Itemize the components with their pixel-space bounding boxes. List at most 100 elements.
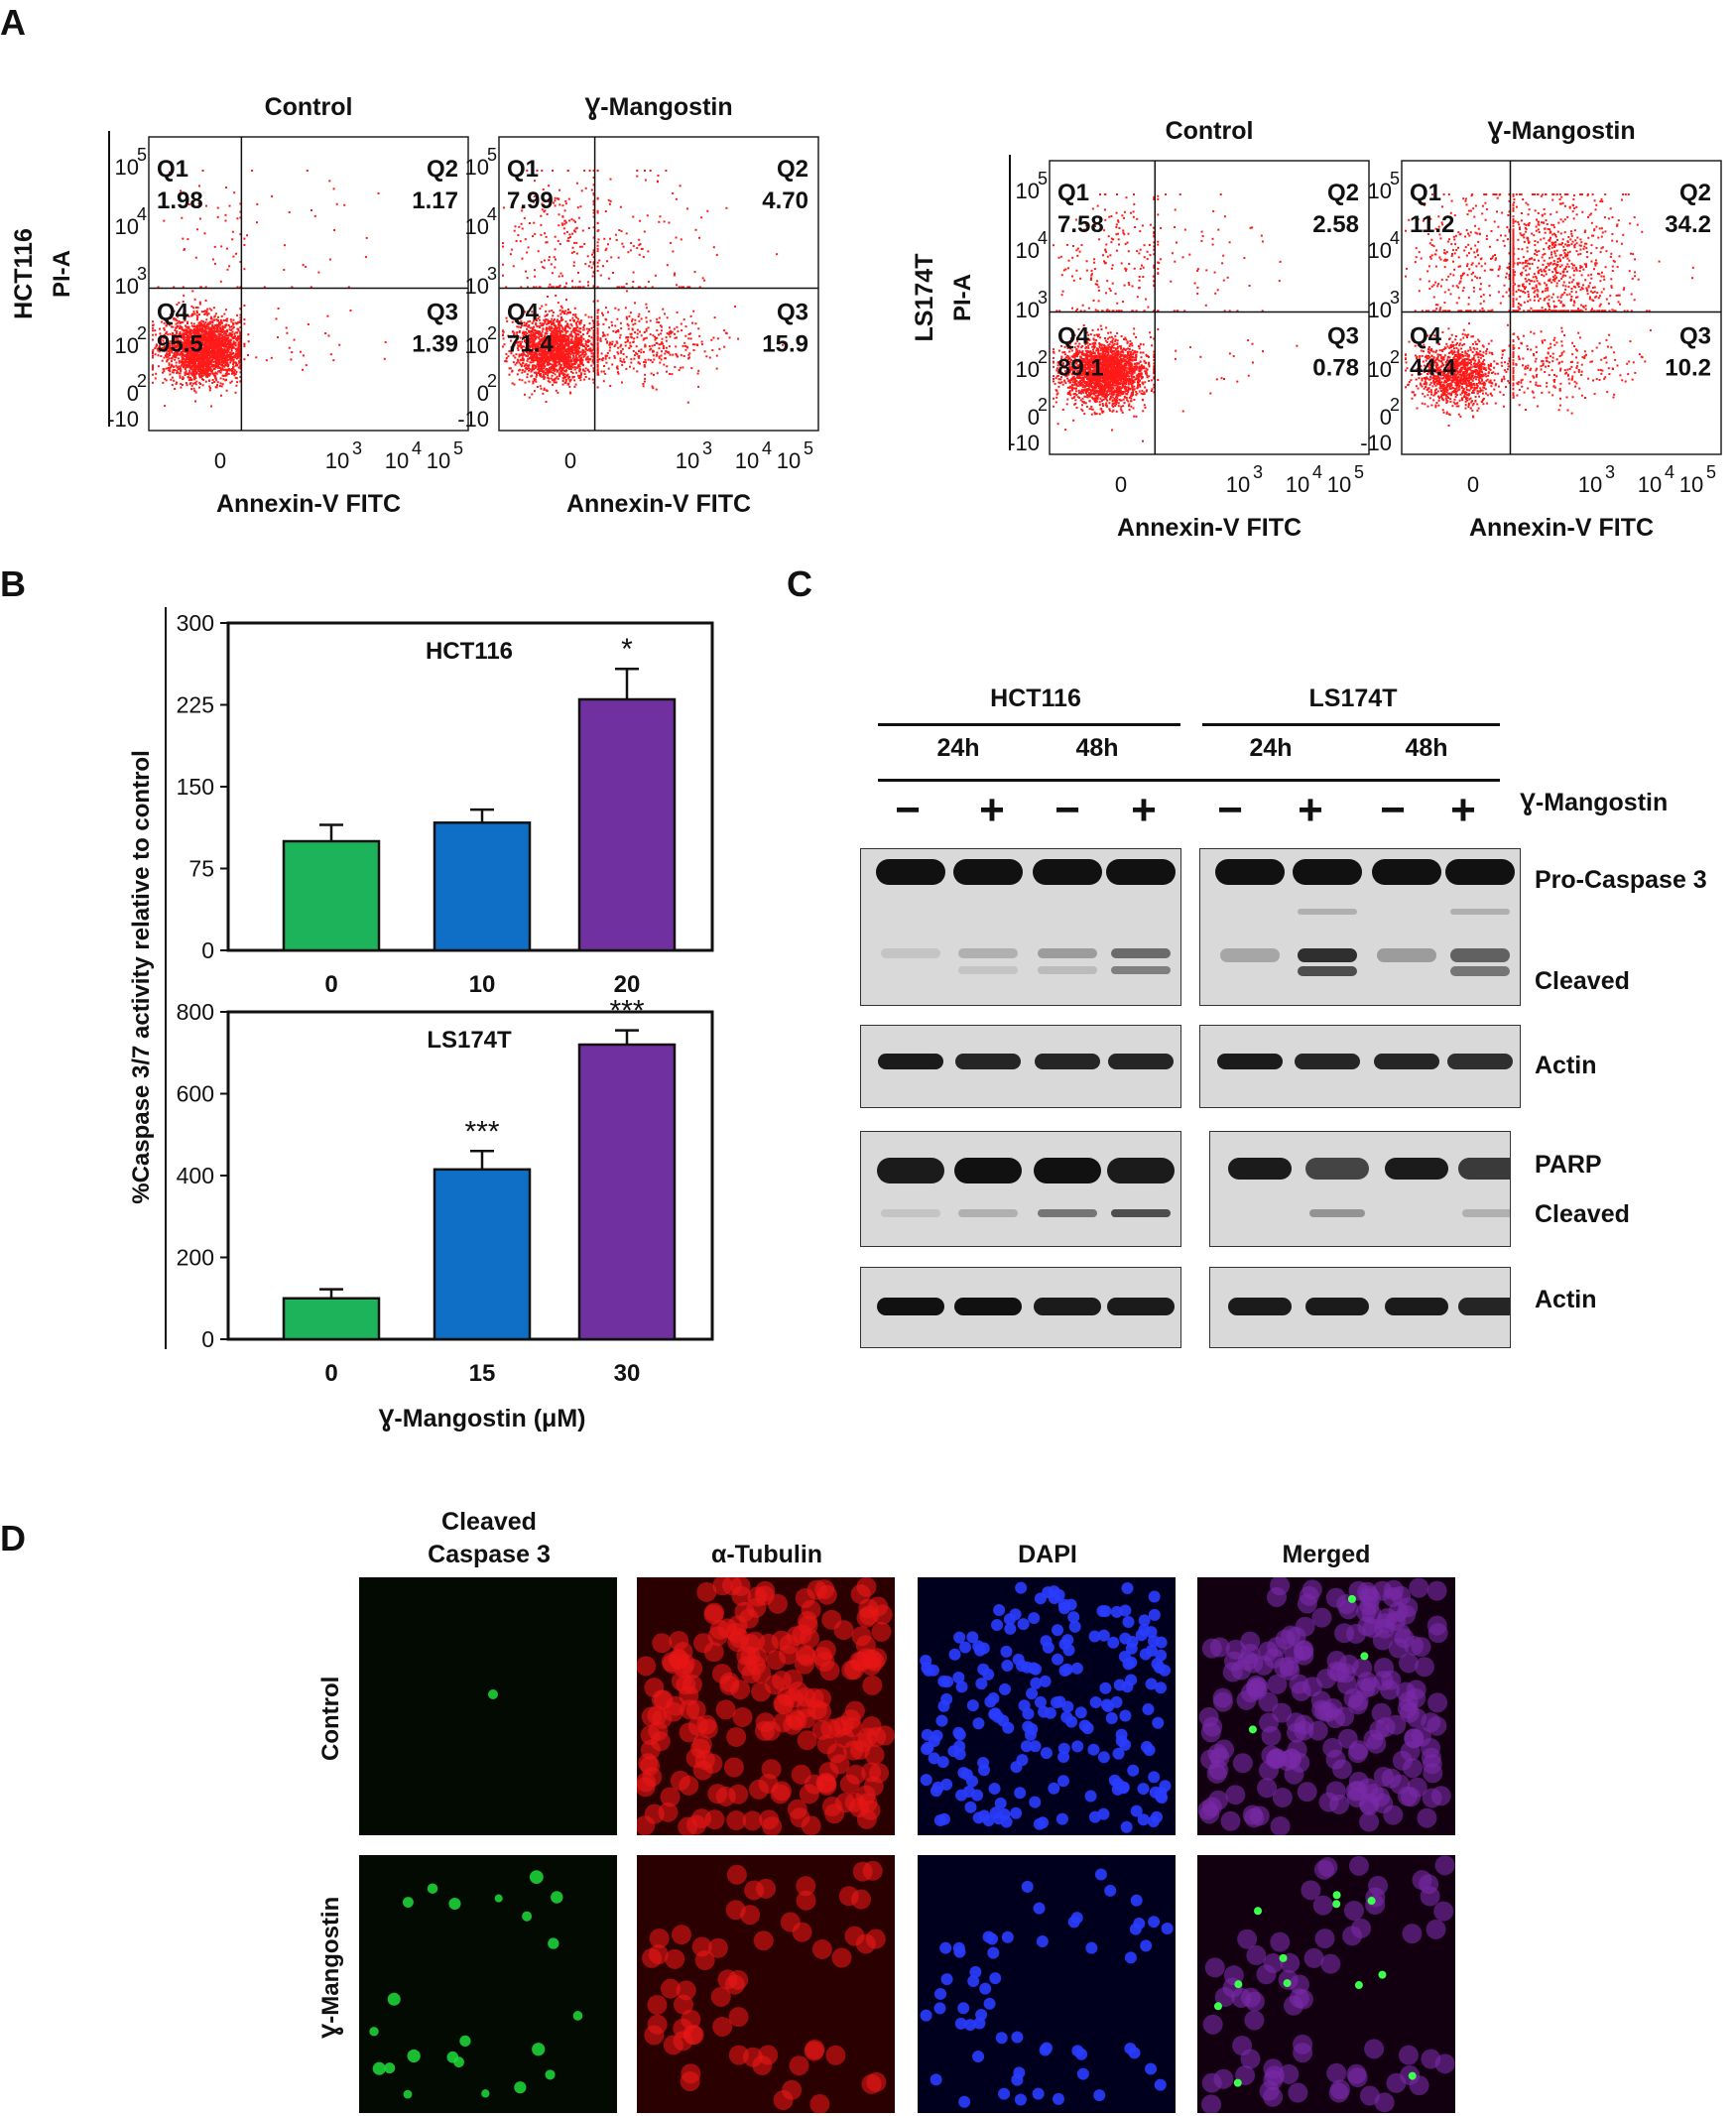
if-cell: [1093, 2089, 1106, 2102]
flow-q3-value: 10.2: [1665, 354, 1711, 381]
flow-plot-3: ControlQ17.58Q22.58Q489.1Q30.78105104103…: [911, 117, 1370, 542]
if-cell: [1284, 1643, 1304, 1664]
blot-band: [1305, 1298, 1369, 1315]
flow-q1-value: 11.2: [1410, 211, 1454, 238]
flow-q4-value: 95.5: [157, 330, 203, 357]
if-cell: [672, 1925, 692, 1945]
wb-label-actin-1: Actin: [1535, 1052, 1597, 1079]
if-cell: [855, 1635, 876, 1656]
if-cell: [739, 1608, 760, 1629]
if-cell: [1201, 2094, 1222, 2113]
if-cell: [1420, 1886, 1440, 1907]
if-cell: [1145, 1678, 1158, 1690]
if-cell: [978, 1764, 991, 1777]
if-cell: [1364, 2039, 1385, 2059]
flow-dots: [502, 170, 784, 404]
if-cell: [958, 1641, 971, 1654]
flow-y-tick: 10: [1368, 179, 1392, 203]
if-cell: [1039, 2044, 1052, 2056]
if-cell: [952, 1672, 965, 1684]
if-cell: [864, 1651, 885, 1672]
if-cell: [1289, 1988, 1309, 2009]
if-col-tubulin: α-Tubulin: [710, 1541, 823, 1568]
wb-treatment-label: Ɣ-Mangostin: [1520, 789, 1669, 816]
blot-band: [1038, 966, 1097, 974]
if-caspase-cell: [1332, 1900, 1341, 1909]
flow-y-tick: 10: [1016, 357, 1040, 382]
bar-x-tick-label: 10: [469, 971, 496, 998]
if-cell: [529, 1870, 544, 1885]
blot-band: [1033, 859, 1102, 885]
if-cell: [744, 1880, 765, 1901]
if-background: [918, 1855, 1176, 2113]
if-caspase-cell: [1378, 1970, 1387, 1979]
if-cell: [1155, 1681, 1168, 1694]
if-cell: [937, 1699, 950, 1712]
if-cell: [811, 1688, 832, 1709]
if-cell: [1320, 1953, 1341, 1974]
if-cell: [663, 1701, 683, 1722]
bar-y-tick-label: 0: [201, 1326, 214, 1352]
if-cell: [1330, 2079, 1351, 2100]
wb-label-cleaved-caspase: Cleaved: [1535, 967, 1630, 995]
if-cell: [1358, 1794, 1379, 1814]
flow-q1-label: Q1: [1057, 180, 1089, 206]
if-cell: [1275, 1629, 1296, 1650]
if-cell: [707, 1937, 728, 1958]
if-cell: [1076, 2067, 1089, 2080]
flow-x-tick-exp: 4: [412, 438, 422, 458]
if-cell: [1246, 1945, 1267, 1966]
if-cell: [787, 1799, 807, 1819]
if-cell: [369, 2027, 379, 2037]
if-cell: [1126, 1636, 1139, 1649]
blot-band: [1385, 1158, 1448, 1180]
if-cell: [1127, 1764, 1140, 1777]
if-cell: [1148, 1608, 1161, 1621]
if-cell: [652, 1633, 673, 1654]
if-cell: [1371, 1702, 1392, 1723]
if-cell: [729, 1628, 750, 1649]
if-cell: [825, 2045, 846, 2065]
if-background: [359, 1577, 617, 1835]
if-cell: [930, 2073, 942, 2086]
if-cell: [953, 1945, 966, 1958]
blot-band: [1295, 1054, 1360, 1069]
bar-y-label: %Caspase 3/7 activity relative to contro…: [128, 750, 155, 1204]
if-cell: [1124, 2042, 1137, 2054]
if-cell: [989, 1707, 1002, 1720]
if-cell: [1347, 1780, 1368, 1801]
if-cell: [988, 1782, 1001, 1795]
flow-q2-label: Q2: [1327, 180, 1359, 206]
if-cell: [1258, 1691, 1279, 1712]
blot-band: [1107, 1298, 1175, 1315]
if-cell: [1061, 1700, 1074, 1713]
significance-mark: ***: [609, 995, 644, 1028]
if-cell: [670, 1770, 690, 1791]
blot-parp-ls174t: [1209, 1131, 1511, 1247]
flow-x-tick-exp: 4: [1665, 462, 1674, 482]
blot-band: [1450, 966, 1510, 976]
blot-band: [1107, 1158, 1175, 1183]
if-cell: [1259, 1712, 1280, 1733]
if-cell: [1152, 1716, 1165, 1729]
if-cell: [1243, 1653, 1264, 1674]
flow-plot-title: Ɣ-Mangostin: [1487, 117, 1635, 145]
if-cell: [815, 1772, 836, 1793]
if-cell: [1001, 1930, 1014, 1943]
wb-line-times: [878, 779, 1500, 782]
flow-y-label: PI-A: [949, 274, 976, 321]
if-cell: [1342, 1926, 1363, 1946]
bar-x-tick-label: 20: [614, 971, 641, 998]
if-cell: [712, 2016, 733, 2037]
if-cell: [1256, 1964, 1277, 1985]
if-cell: [920, 1655, 932, 1668]
flow-x-tick: 0: [1115, 472, 1127, 497]
bar-15: [433, 1168, 532, 1341]
flow-q2-value: 1.17: [412, 187, 458, 214]
if-cell: [973, 2017, 986, 2030]
if-caspase-cell: [1233, 2078, 1242, 2087]
flow-x-tick: 10: [1226, 472, 1250, 497]
if-cell: [1013, 2066, 1026, 2079]
if-cell: [1139, 1648, 1152, 1661]
flow-q2-value: 34.2: [1665, 211, 1711, 238]
